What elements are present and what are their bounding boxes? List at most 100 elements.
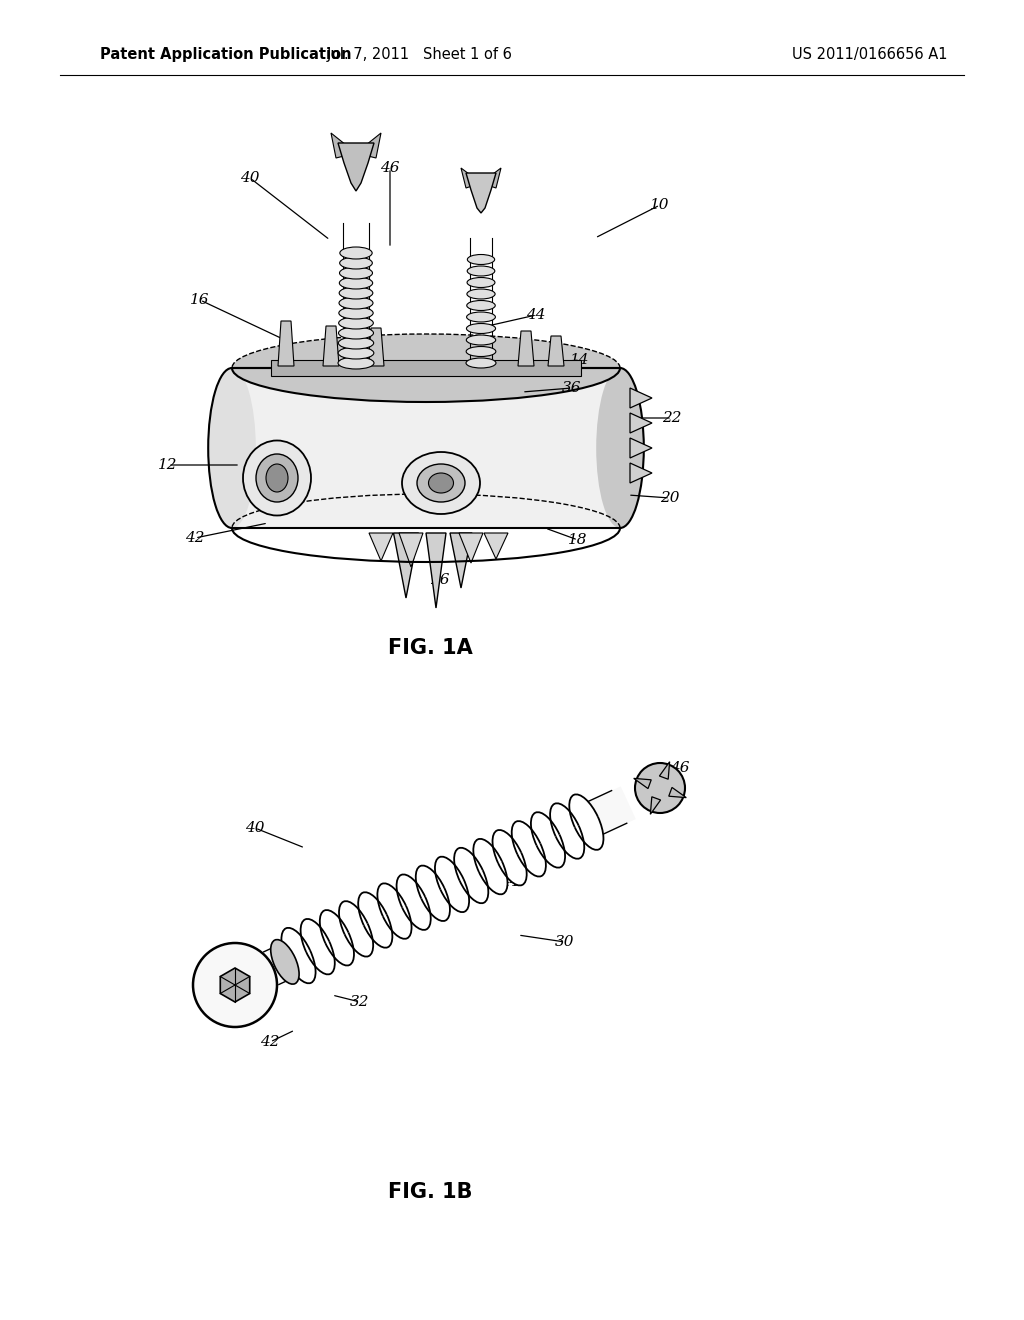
Polygon shape — [466, 173, 496, 213]
Text: 32: 32 — [350, 995, 370, 1008]
Text: Jul. 7, 2011   Sheet 1 of 6: Jul. 7, 2011 Sheet 1 of 6 — [327, 48, 513, 62]
Ellipse shape — [358, 892, 392, 948]
Ellipse shape — [467, 323, 496, 334]
Text: 42: 42 — [185, 531, 205, 545]
Ellipse shape — [339, 297, 373, 309]
Text: 46: 46 — [380, 161, 399, 176]
Text: 44: 44 — [501, 875, 520, 888]
Text: 14: 14 — [570, 352, 590, 367]
Polygon shape — [481, 168, 501, 187]
Ellipse shape — [467, 267, 495, 276]
Polygon shape — [368, 327, 384, 366]
Ellipse shape — [435, 857, 469, 912]
Text: 26: 26 — [430, 573, 450, 587]
Ellipse shape — [339, 317, 374, 329]
Ellipse shape — [339, 277, 373, 289]
Ellipse shape — [530, 812, 565, 867]
Text: 12: 12 — [159, 458, 178, 473]
Ellipse shape — [243, 441, 311, 516]
Text: 30: 30 — [555, 935, 574, 949]
Ellipse shape — [467, 255, 495, 264]
Ellipse shape — [339, 286, 373, 300]
Ellipse shape — [455, 847, 488, 903]
Text: 16: 16 — [190, 293, 210, 308]
Ellipse shape — [428, 473, 454, 492]
Polygon shape — [634, 779, 651, 788]
Ellipse shape — [340, 257, 373, 269]
Ellipse shape — [467, 301, 496, 310]
Polygon shape — [323, 326, 339, 366]
Ellipse shape — [417, 465, 465, 502]
Ellipse shape — [193, 942, 278, 1027]
Polygon shape — [426, 533, 446, 609]
Ellipse shape — [319, 909, 354, 965]
Ellipse shape — [301, 919, 335, 974]
Ellipse shape — [338, 356, 374, 370]
Ellipse shape — [402, 451, 480, 513]
Polygon shape — [484, 533, 508, 558]
Polygon shape — [338, 143, 374, 191]
Polygon shape — [669, 788, 686, 797]
Polygon shape — [518, 331, 534, 366]
Ellipse shape — [266, 465, 288, 492]
Polygon shape — [356, 133, 381, 158]
Polygon shape — [630, 388, 652, 408]
Ellipse shape — [466, 335, 496, 345]
Ellipse shape — [232, 334, 620, 403]
Polygon shape — [459, 533, 483, 564]
Ellipse shape — [466, 346, 496, 356]
Text: 10: 10 — [650, 198, 670, 213]
Polygon shape — [399, 533, 423, 568]
Ellipse shape — [550, 804, 585, 859]
Ellipse shape — [282, 928, 315, 983]
Polygon shape — [331, 133, 356, 158]
Text: 18: 18 — [568, 533, 588, 546]
Polygon shape — [461, 168, 481, 187]
Text: US 2011/0166656 A1: US 2011/0166656 A1 — [793, 48, 948, 62]
Ellipse shape — [378, 883, 412, 939]
Polygon shape — [232, 368, 620, 528]
Text: FIG. 1A: FIG. 1A — [388, 638, 472, 657]
Ellipse shape — [466, 358, 496, 368]
Ellipse shape — [569, 795, 603, 850]
Text: 22: 22 — [663, 411, 682, 425]
Ellipse shape — [270, 940, 299, 985]
Ellipse shape — [473, 840, 508, 895]
Ellipse shape — [338, 347, 374, 359]
Polygon shape — [548, 337, 564, 366]
Ellipse shape — [339, 327, 374, 339]
Text: 40: 40 — [246, 821, 265, 836]
Ellipse shape — [512, 821, 546, 876]
Ellipse shape — [467, 312, 496, 322]
Ellipse shape — [340, 247, 372, 259]
Ellipse shape — [339, 308, 373, 319]
Ellipse shape — [416, 866, 450, 921]
Text: Patent Application Publication: Patent Application Publication — [100, 48, 351, 62]
Text: FIG. 1B: FIG. 1B — [388, 1181, 472, 1203]
Ellipse shape — [340, 267, 373, 279]
Ellipse shape — [338, 337, 374, 348]
Polygon shape — [630, 438, 652, 458]
Ellipse shape — [339, 902, 373, 957]
Ellipse shape — [596, 368, 644, 528]
Polygon shape — [630, 463, 652, 483]
Ellipse shape — [493, 830, 526, 886]
Polygon shape — [393, 533, 419, 598]
Polygon shape — [650, 797, 660, 814]
Polygon shape — [278, 321, 294, 366]
Ellipse shape — [467, 289, 495, 300]
Ellipse shape — [208, 368, 256, 528]
Polygon shape — [369, 533, 393, 561]
Ellipse shape — [396, 874, 431, 929]
Polygon shape — [220, 968, 250, 1002]
Ellipse shape — [635, 763, 685, 813]
Text: 36: 36 — [562, 381, 582, 395]
Text: 20: 20 — [660, 491, 680, 506]
Polygon shape — [271, 360, 581, 376]
Polygon shape — [450, 533, 472, 587]
Text: 46: 46 — [671, 762, 690, 775]
Ellipse shape — [256, 454, 298, 502]
Polygon shape — [630, 413, 652, 433]
Ellipse shape — [467, 277, 495, 288]
Text: 44: 44 — [526, 308, 546, 322]
